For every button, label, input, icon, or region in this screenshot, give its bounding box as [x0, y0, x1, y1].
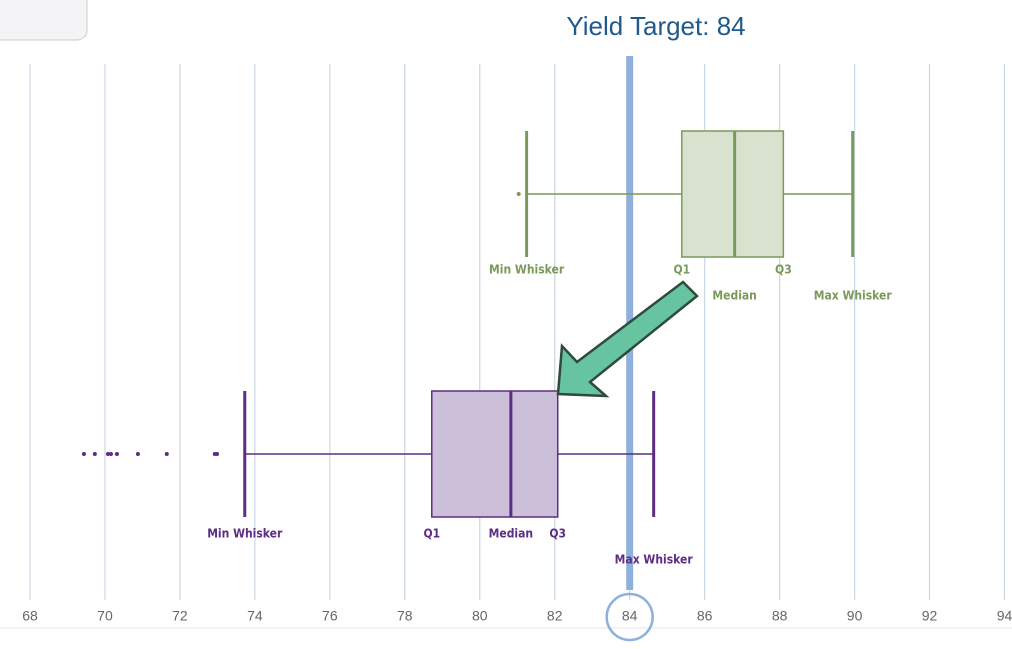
outlier — [114, 452, 119, 456]
stat-label: Q1 — [673, 263, 690, 277]
x-tick-label: 74 — [247, 608, 263, 624]
x-tick-label: 90 — [847, 608, 863, 624]
x-tick-label: 76 — [322, 608, 338, 624]
target-title: Yield Target: 84 — [566, 11, 745, 41]
x-tick-label: 92 — [922, 608, 938, 624]
stat-label: Max Whisker — [615, 553, 694, 567]
outlier — [105, 452, 110, 456]
outlier — [516, 192, 521, 196]
outlier — [108, 452, 113, 456]
x-tick-label: 68 — [22, 608, 38, 624]
stat-label: Median — [489, 527, 533, 541]
x-tick-label: 94 — [997, 608, 1012, 624]
stat-label: Q1 — [423, 527, 440, 541]
target-highlight — [605, 592, 654, 642]
x-tick-label: 80 — [472, 608, 488, 624]
x-tick-label: 82 — [547, 608, 563, 624]
outlier — [92, 452, 97, 456]
outlier — [81, 452, 86, 456]
stat-label: Q3 — [549, 527, 566, 541]
x-tick-label: 84 — [622, 608, 638, 624]
callout-arrow — [556, 280, 699, 398]
x-tick-label: 78 — [397, 608, 413, 624]
box — [431, 390, 559, 518]
stat-label: Max Whisker — [814, 289, 893, 303]
stat-label: Min Whisker — [489, 263, 565, 277]
outlier — [135, 452, 140, 456]
stat-label: Median — [712, 289, 756, 303]
x-tick-label: 88 — [772, 608, 788, 624]
outlier — [164, 452, 169, 456]
box — [681, 130, 785, 258]
outlier — [215, 452, 220, 456]
stat-label: Min Whisker — [207, 527, 283, 541]
panel-corner — [0, 0, 88, 41]
stat-label: Q3 — [775, 263, 792, 277]
x-tick-label: 86 — [697, 608, 713, 624]
x-tick-label: 72 — [172, 608, 188, 624]
x-tick-label: 70 — [97, 608, 113, 624]
